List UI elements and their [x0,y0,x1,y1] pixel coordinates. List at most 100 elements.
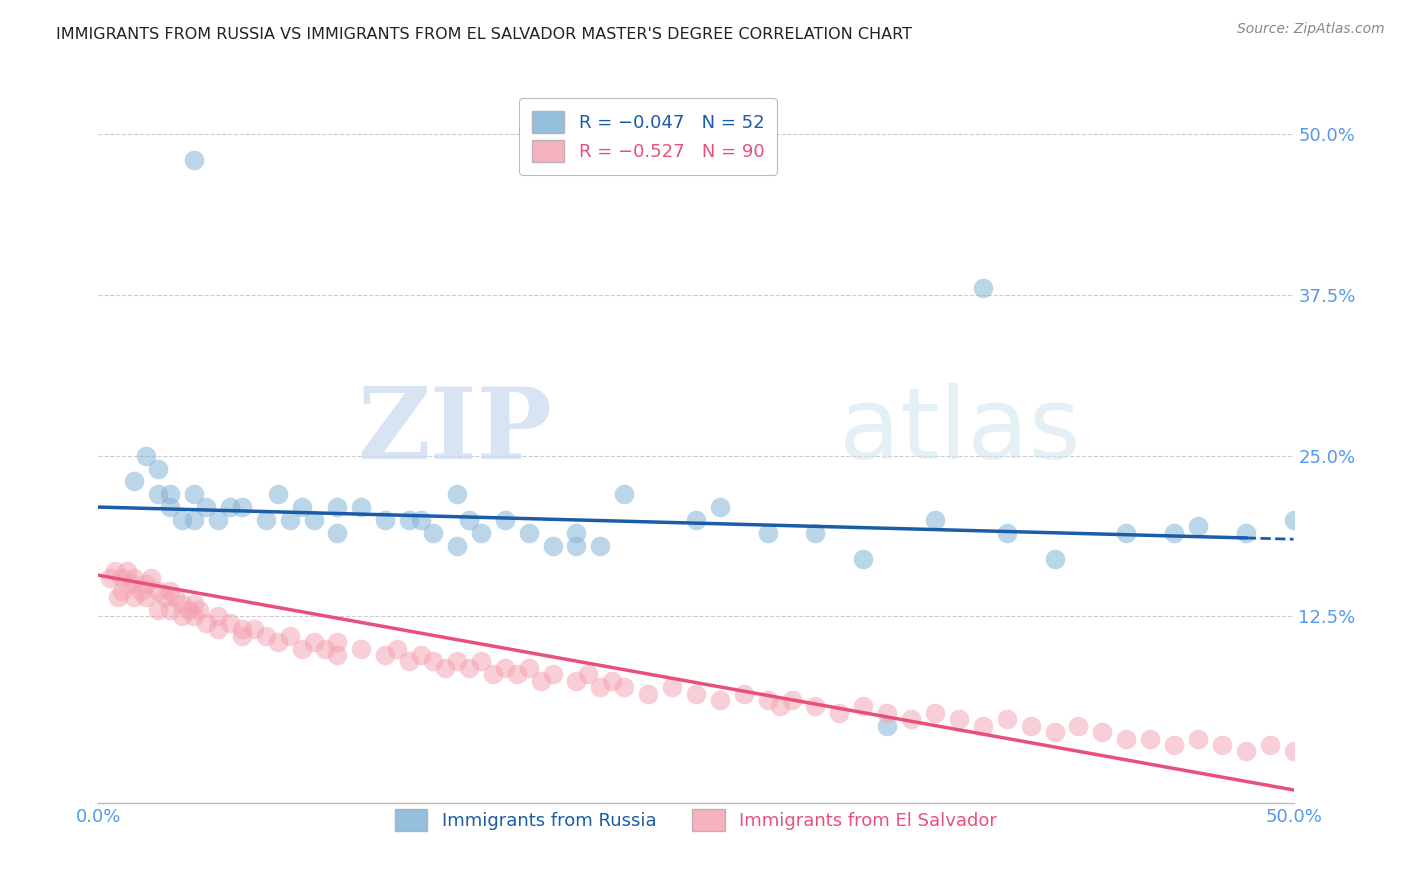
Point [995,525,1018,540]
Point [506,667,529,681]
Point [972,281,994,295]
Point [565,525,588,540]
Point [565,539,588,553]
Point [1019,719,1042,733]
Point [828,706,851,720]
Point [530,673,553,688]
Point [267,487,290,501]
Point [1211,738,1233,752]
Point [470,525,492,540]
Point [278,513,301,527]
Point [900,712,922,726]
Point [446,487,468,501]
Point [115,565,138,579]
Point [254,513,277,527]
Point [326,500,349,514]
Point [494,513,516,527]
Point [159,500,181,514]
Point [422,654,444,668]
Point [163,590,186,604]
Point [124,571,146,585]
Point [195,500,218,514]
Point [207,622,229,636]
Point [948,712,970,726]
Point [183,597,205,611]
Point [183,487,205,501]
Point [207,513,229,527]
Point [661,680,683,694]
Point [804,699,827,714]
Point [780,693,803,707]
Point [685,513,707,527]
Point [1234,525,1257,540]
Point [565,673,588,688]
Point [326,525,349,540]
Point [458,661,481,675]
Point [804,525,827,540]
Point [148,603,170,617]
Point [187,603,209,617]
Point [852,699,875,714]
Point [159,583,181,598]
Point [517,525,540,540]
Point [124,475,146,489]
Point [1282,744,1305,758]
Point [398,513,420,527]
Point [995,712,1018,726]
Point [326,648,349,662]
Point [1163,738,1185,752]
Point [756,693,779,707]
Point [326,635,349,649]
Point [1282,513,1305,527]
Point [398,654,420,668]
Point [135,590,157,604]
Point [104,565,127,579]
Point [1139,731,1161,746]
Point [159,487,181,501]
Point [374,513,396,527]
Text: ZIP: ZIP [357,384,553,480]
Point [302,635,325,649]
Point [155,590,177,604]
Point [446,539,468,553]
Point [278,629,301,643]
Point [219,615,242,630]
Point [1043,551,1066,566]
Point [1115,525,1137,540]
Point [541,539,564,553]
Point [541,667,564,681]
Point [121,577,143,591]
Point [422,525,444,540]
Point [207,609,229,624]
Point [139,571,162,585]
Point [446,654,468,668]
Point [172,609,194,624]
Point [768,699,790,714]
Point [172,513,194,527]
Point [876,719,898,733]
Point [1187,519,1209,533]
Point [1258,738,1281,752]
Point [219,500,242,514]
Point [159,603,181,617]
Point [183,513,205,527]
Point [411,513,433,527]
Point [179,603,201,617]
Point [481,667,505,681]
Point [111,571,134,585]
Point [374,648,396,662]
Point [124,590,146,604]
Point [291,500,314,514]
Text: Source: ZipAtlas.com: Source: ZipAtlas.com [1237,22,1385,37]
Point [1187,731,1209,746]
Point [385,641,409,656]
Point [613,487,636,501]
Point [924,513,946,527]
Point [98,571,122,585]
Point [458,513,481,527]
Point [756,525,779,540]
Point [1091,725,1114,739]
Point [434,661,457,675]
Point [1163,525,1185,540]
Point [302,513,325,527]
